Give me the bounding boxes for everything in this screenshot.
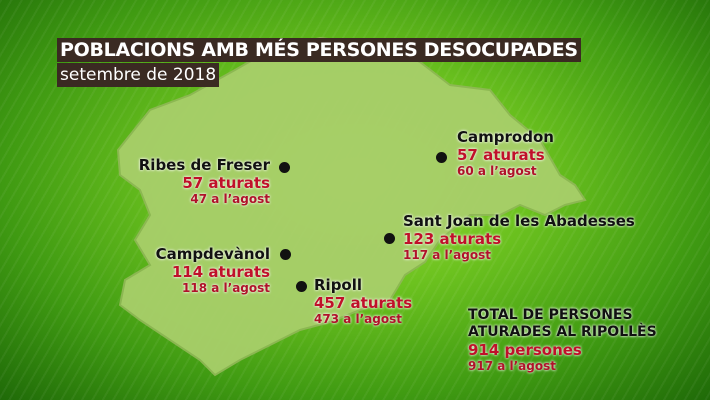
total-previous: 917 a l’agost	[468, 359, 556, 373]
town-current: 57 aturats	[457, 146, 545, 164]
total-line2: ATURADES AL RIPOLLÈS	[468, 324, 657, 340]
label-ripoll: Ripoll 457 aturats 473 a l’agost	[314, 276, 412, 327]
label-camprodon: Camprodon 57 aturats 60 a l’agost	[457, 128, 554, 179]
town-name: Ripoll	[314, 276, 363, 294]
label-sant-joan: Sant Joan de les Abadesses 123 aturats 1…	[403, 212, 635, 263]
marker-ripoll	[296, 281, 307, 292]
marker-ribes	[279, 162, 290, 173]
town-name: Camprodon	[457, 128, 554, 146]
marker-sant-joan	[384, 233, 395, 244]
total-block: TOTAL DE PERSONES ATURADES AL RIPOLLÈS 9…	[468, 307, 657, 374]
total-line1: TOTAL DE PERSONES	[468, 307, 633, 323]
page-subtitle: setembre de 2018	[57, 63, 220, 87]
title-block: POBLACIONS AMB MÉS PERSONES DESOCUPADES …	[57, 38, 581, 87]
town-current: 123 aturats	[403, 230, 502, 248]
label-ribes: Ribes de Freser 57 aturats 47 a l’agost	[139, 156, 270, 207]
town-previous: 473 a l’agost	[314, 312, 402, 326]
town-name: Sant Joan de les Abadesses	[403, 212, 635, 230]
marker-camprodon	[436, 152, 447, 163]
label-campdevanol: Campdevànol 114 aturats 118 a l’agost	[156, 245, 270, 296]
town-current: 57 aturats	[182, 174, 270, 192]
town-previous: 118 a l’agost	[182, 281, 270, 295]
marker-campdevanol	[280, 249, 291, 260]
total-current: 914 persones	[468, 341, 582, 359]
town-name: Campdevànol	[155, 245, 270, 263]
town-previous: 47 a l’agost	[190, 192, 270, 206]
town-current: 457 aturats	[314, 294, 413, 312]
town-current: 114 aturats	[171, 263, 270, 281]
town-name: Ribes de Freser	[138, 156, 270, 174]
page-title: POBLACIONS AMB MÉS PERSONES DESOCUPADES	[57, 38, 581, 62]
town-previous: 60 a l’agost	[457, 164, 537, 178]
town-previous: 117 a l’agost	[403, 248, 491, 262]
